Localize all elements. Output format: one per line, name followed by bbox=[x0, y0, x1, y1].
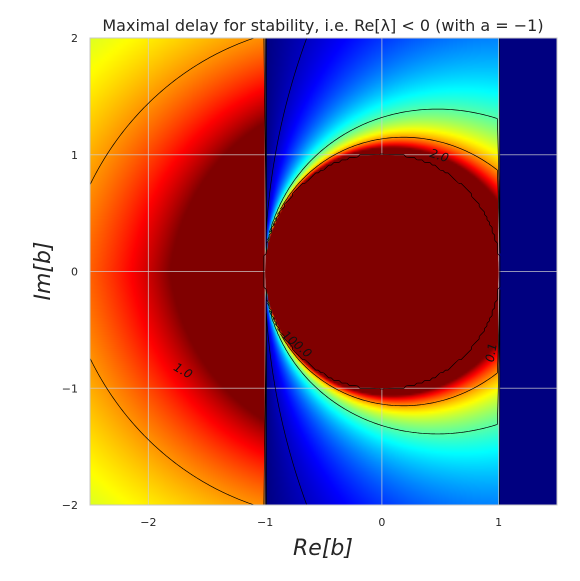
y-tick-label: 1 bbox=[71, 149, 78, 162]
x-tick-label: −2 bbox=[140, 516, 156, 529]
contour-line-100.0 bbox=[263, 153, 501, 390]
contour-label-0.1: 0.1 bbox=[483, 342, 500, 363]
y-tick-label: 0 bbox=[71, 266, 78, 279]
chart-title: Maximal delay for stability, i.e. Re[λ] … bbox=[102, 16, 543, 35]
x-axis-ticks: −2 −1 0 1 bbox=[140, 516, 502, 529]
x-tick-label: 0 bbox=[378, 516, 385, 529]
x-tick-label: 1 bbox=[495, 516, 502, 529]
unbounded-disk bbox=[265, 154, 499, 389]
x-axis-label: Re[b] bbox=[293, 536, 353, 561]
y-axis-label: Im[b] bbox=[31, 241, 56, 300]
x-tick-label: −1 bbox=[257, 516, 273, 529]
plot-frame bbox=[89, 37, 558, 506]
y-axis-ticks: −2 −1 0 1 2 bbox=[62, 32, 78, 512]
contour-label-2.0: 2.0 bbox=[428, 146, 451, 165]
contour-line-2.0 bbox=[90, 38, 501, 505]
y-tick-label: −2 bbox=[62, 499, 78, 512]
contour-layer bbox=[90, 38, 501, 505]
y-tick-label: −1 bbox=[62, 382, 78, 395]
y-tick-label: 2 bbox=[71, 32, 78, 45]
